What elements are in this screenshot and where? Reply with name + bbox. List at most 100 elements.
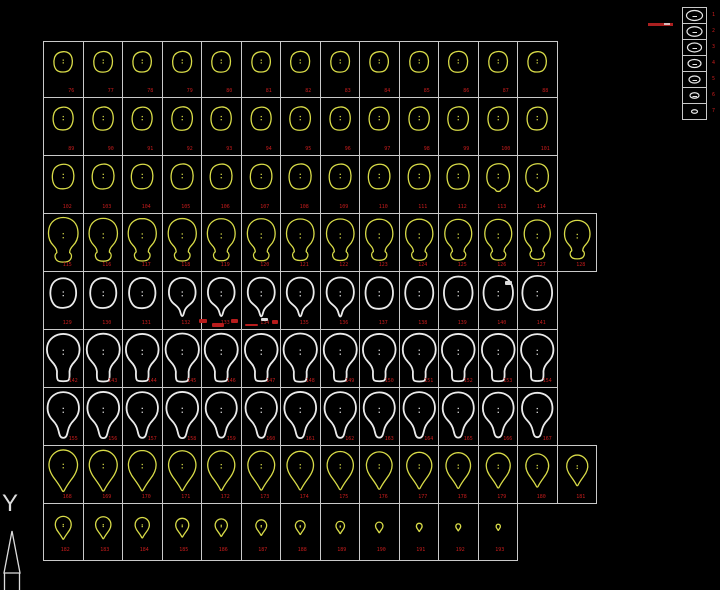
section-cell[interactable]: 189 — [319, 503, 360, 561]
section-cell[interactable]: 176 — [359, 445, 400, 504]
section-contour[interactable] — [171, 107, 192, 130]
section-cell[interactable]: 95 — [280, 97, 321, 156]
section-cell[interactable]: 113 — [477, 155, 518, 214]
section-contour[interactable] — [330, 51, 349, 72]
section-contour[interactable] — [323, 334, 356, 382]
legend-cell[interactable]: 5 — [682, 71, 715, 88]
section-cell[interactable]: 162 — [319, 387, 360, 446]
section-contour[interactable] — [442, 334, 475, 381]
section-contour[interactable] — [370, 52, 388, 72]
section-contour[interactable] — [406, 452, 431, 489]
section-cell[interactable]: 92 — [161, 97, 202, 156]
section-cell[interactable]: 177 — [398, 445, 439, 504]
section-contour[interactable] — [448, 107, 469, 130]
section-cell[interactable]: 161 — [280, 387, 321, 446]
section-contour[interactable] — [564, 220, 589, 258]
section-cell[interactable]: 115 — [43, 213, 84, 272]
section-contour[interactable] — [409, 51, 428, 72]
section-cell[interactable]: 117 — [122, 213, 163, 272]
section-contour[interactable] — [487, 107, 507, 130]
section-contour[interactable] — [54, 52, 72, 72]
section-cell[interactable]: 122 — [319, 213, 360, 272]
section-contour[interactable] — [326, 277, 353, 316]
section-contour[interactable] — [89, 450, 117, 491]
section-cell[interactable]: 188 — [280, 503, 321, 561]
section-contour[interactable] — [403, 392, 434, 438]
section-contour[interactable] — [405, 277, 433, 309]
section-cell[interactable]: 135 — [280, 271, 321, 330]
section-cell[interactable]: 158 — [161, 387, 202, 446]
section-contour[interactable] — [486, 453, 510, 488]
section-contour[interactable] — [444, 277, 473, 310]
section-contour[interactable] — [526, 164, 549, 192]
section-cell[interactable]: 168 — [43, 445, 84, 504]
section-contour[interactable] — [291, 51, 310, 72]
section-contour[interactable] — [90, 278, 116, 308]
section-cell[interactable]: 120 — [240, 213, 281, 272]
section-cell[interactable]: 101 — [517, 97, 558, 156]
section-cell[interactable]: 172 — [201, 445, 242, 504]
section-contour[interactable] — [166, 392, 198, 438]
section-cell[interactable]: 143 — [82, 329, 123, 388]
section-contour[interactable] — [93, 51, 112, 72]
section-cell[interactable]: 192 — [438, 503, 479, 561]
section-contour[interactable] — [92, 164, 114, 189]
section-cell[interactable]: 193 — [477, 503, 518, 561]
section-cell[interactable]: 96 — [319, 97, 360, 156]
section-cell[interactable]: 136 — [319, 271, 360, 330]
section-cell[interactable]: 149 — [319, 329, 360, 388]
section-cell[interactable]: 180 — [517, 445, 558, 504]
section-cell[interactable]: 118 — [161, 213, 202, 272]
section-cell[interactable]: 184 — [122, 503, 163, 561]
section-contour[interactable] — [133, 52, 151, 72]
section-cell[interactable]: 111 — [398, 155, 439, 214]
section-cell[interactable]: 88 — [517, 41, 558, 98]
section-cell[interactable]: 77 — [82, 41, 123, 98]
section-contour[interactable] — [247, 451, 274, 490]
section-contour[interactable] — [206, 392, 237, 437]
section-contour[interactable] — [287, 278, 314, 317]
section-contour[interactable] — [244, 334, 277, 381]
section-contour[interactable] — [408, 164, 430, 189]
section-contour[interactable] — [366, 452, 392, 489]
section-cell[interactable]: 157 — [122, 387, 163, 446]
section-contour[interactable] — [522, 393, 552, 437]
section-cell[interactable]: 94 — [240, 97, 281, 156]
section-contour[interactable] — [251, 52, 269, 72]
section-cell[interactable]: 183 — [82, 503, 123, 561]
section-cell[interactable]: 100 — [477, 97, 518, 156]
section-cell[interactable]: 84 — [359, 41, 400, 98]
section-cell[interactable]: 166 — [477, 387, 518, 446]
section-cell[interactable]: 86 — [438, 41, 479, 98]
section-contour[interactable] — [447, 164, 469, 189]
section-contour[interactable] — [488, 51, 507, 72]
section-contour[interactable] — [443, 392, 474, 437]
section-cell[interactable]: 190 — [359, 503, 400, 561]
section-contour[interactable] — [526, 454, 549, 487]
section-cell[interactable]: 119 — [201, 213, 242, 272]
section-cell[interactable]: 123 — [359, 213, 400, 272]
section-contour[interactable] — [528, 52, 546, 72]
section-contour[interactable] — [484, 219, 511, 260]
legend-cell[interactable]: 7 — [682, 103, 715, 120]
section-cell[interactable]: 109 — [319, 155, 360, 214]
section-contour[interactable] — [522, 276, 552, 310]
section-contour[interactable] — [128, 451, 156, 491]
section-cell[interactable]: 155 — [43, 387, 84, 446]
section-cell[interactable]: 129 — [43, 271, 84, 330]
section-contour[interactable] — [171, 164, 193, 189]
section-cell[interactable]: 173 — [240, 445, 281, 504]
section-contour[interactable] — [566, 455, 587, 486]
section-contour[interactable] — [369, 107, 389, 130]
section-cell[interactable]: 174 — [280, 445, 321, 504]
section-contour[interactable] — [168, 451, 195, 491]
legend-cell[interactable]: 6 — [682, 87, 715, 104]
section-cell[interactable]: 85 — [398, 41, 439, 98]
section-cell[interactable]: 108 — [280, 155, 321, 214]
section-cell[interactable]: 89 — [43, 97, 84, 156]
section-cell[interactable]: 163 — [359, 387, 400, 446]
section-cell[interactable]: 160 — [240, 387, 281, 446]
section-cell[interactable]: 154 — [517, 329, 558, 388]
section-contour[interactable] — [521, 334, 553, 381]
section-contour[interactable] — [481, 334, 514, 381]
